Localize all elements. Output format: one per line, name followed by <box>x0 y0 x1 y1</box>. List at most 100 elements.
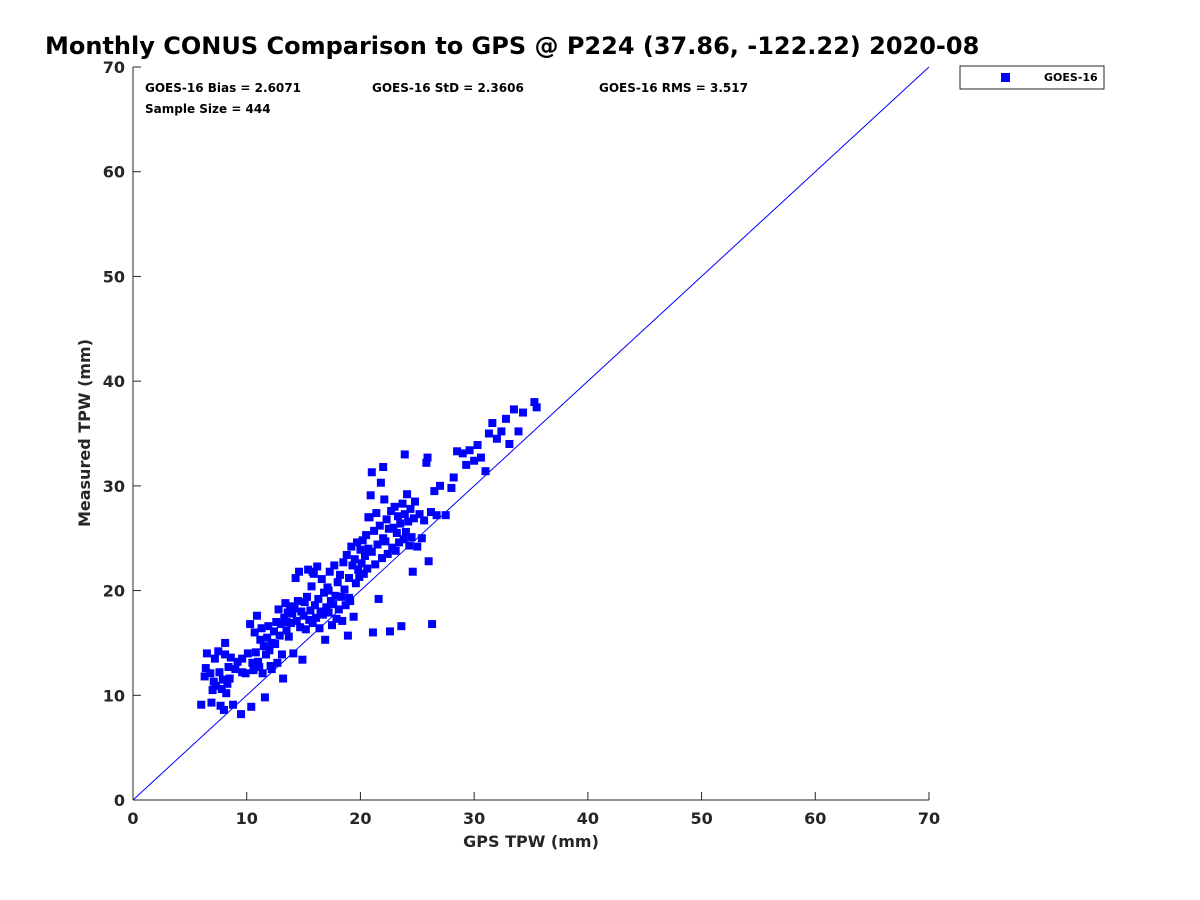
data-point <box>383 549 392 558</box>
x-tick-label: 20 <box>349 809 371 828</box>
data-point <box>288 609 297 618</box>
data-point <box>209 677 218 686</box>
data-point <box>351 579 360 588</box>
data-point <box>379 463 388 472</box>
data-point <box>390 502 399 511</box>
data-point <box>371 560 380 569</box>
data-point <box>396 519 405 528</box>
data-point <box>401 527 410 536</box>
data-point <box>202 649 211 658</box>
data-point <box>411 497 420 506</box>
legend-marker-goes16 <box>1001 73 1010 82</box>
x-tick-label: 40 <box>577 809 599 828</box>
data-point <box>366 491 375 500</box>
legend-box <box>959 65 1105 90</box>
data-point <box>331 591 340 600</box>
data-point <box>338 616 347 625</box>
x-tick-label: 10 <box>236 809 258 828</box>
data-point <box>281 599 290 608</box>
x-tick-label: 70 <box>918 809 940 828</box>
std-annotation: GOES-16 StD = 2.3606 <box>372 81 524 95</box>
data-point <box>260 693 269 702</box>
data-point <box>289 649 298 658</box>
data-point <box>302 592 311 601</box>
x-axis-ticks: 0 10 20 30 40 50 60 70 <box>127 792 940 828</box>
data-point <box>267 665 276 674</box>
data-point <box>265 646 274 655</box>
data-point <box>363 564 372 573</box>
data-point <box>283 608 292 617</box>
data-point <box>197 700 206 709</box>
data-point <box>238 654 247 663</box>
data-points <box>197 398 541 719</box>
data-point <box>441 511 450 520</box>
data-point <box>335 570 344 579</box>
data-point <box>329 600 338 609</box>
data-point <box>339 558 348 567</box>
data-point <box>282 626 291 635</box>
x-tick-label: 60 <box>804 809 826 828</box>
legend-label-goes16: GOES-16 <box>1044 71 1098 84</box>
data-point <box>355 572 364 581</box>
y-tick-label: 40 <box>103 372 125 391</box>
data-point <box>347 542 356 551</box>
data-point <box>413 542 422 551</box>
data-point <box>210 654 219 663</box>
data-point <box>212 681 221 690</box>
data-point <box>306 606 315 615</box>
data-point <box>264 622 273 631</box>
data-point <box>514 427 523 436</box>
data-point <box>436 481 445 490</box>
data-point <box>288 605 297 614</box>
data-point <box>389 523 398 532</box>
chart-title: Monthly CONUS Comparison to GPS @ P224 (… <box>45 32 979 60</box>
data-point <box>249 666 258 675</box>
data-point <box>258 669 267 678</box>
data-point <box>428 620 437 629</box>
sample-size-annotation: Sample Size = 444 <box>145 102 271 116</box>
data-point <box>349 612 358 621</box>
data-point <box>532 403 541 412</box>
data-point <box>400 510 409 519</box>
data-point <box>337 592 346 601</box>
data-point <box>391 546 400 555</box>
data-point <box>221 650 230 659</box>
data-point <box>248 658 257 667</box>
data-point <box>301 625 310 634</box>
data-point <box>453 447 462 456</box>
data-point <box>397 622 406 631</box>
data-point <box>376 478 385 487</box>
data-point <box>476 453 485 462</box>
data-point <box>312 613 321 622</box>
data-point <box>385 627 394 636</box>
data-point <box>270 627 279 636</box>
data-point <box>409 514 418 523</box>
y-tick-label: 60 <box>103 163 125 182</box>
data-point <box>275 631 284 640</box>
y-tick-label: 20 <box>103 582 125 601</box>
data-point <box>274 605 283 614</box>
data-point <box>430 487 439 496</box>
y-tick-label: 30 <box>103 477 125 496</box>
data-point <box>330 561 339 570</box>
data-point <box>279 674 288 683</box>
y-tick-label: 70 <box>103 58 125 77</box>
data-point <box>378 554 387 563</box>
data-point <box>367 468 376 477</box>
data-point <box>259 642 268 651</box>
data-point <box>381 537 390 546</box>
data-point <box>345 574 354 583</box>
data-point <box>254 657 263 666</box>
data-point <box>272 617 281 626</box>
data-point <box>447 483 456 492</box>
data-point <box>252 611 261 620</box>
data-point <box>373 540 382 549</box>
y-axis-ticks: 0 10 20 30 40 50 60 70 <box>103 58 141 810</box>
data-point <box>300 598 309 607</box>
data-point <box>296 623 305 632</box>
data-point <box>432 511 441 520</box>
data-point <box>322 603 331 612</box>
data-point <box>315 624 324 633</box>
data-point <box>364 513 373 522</box>
